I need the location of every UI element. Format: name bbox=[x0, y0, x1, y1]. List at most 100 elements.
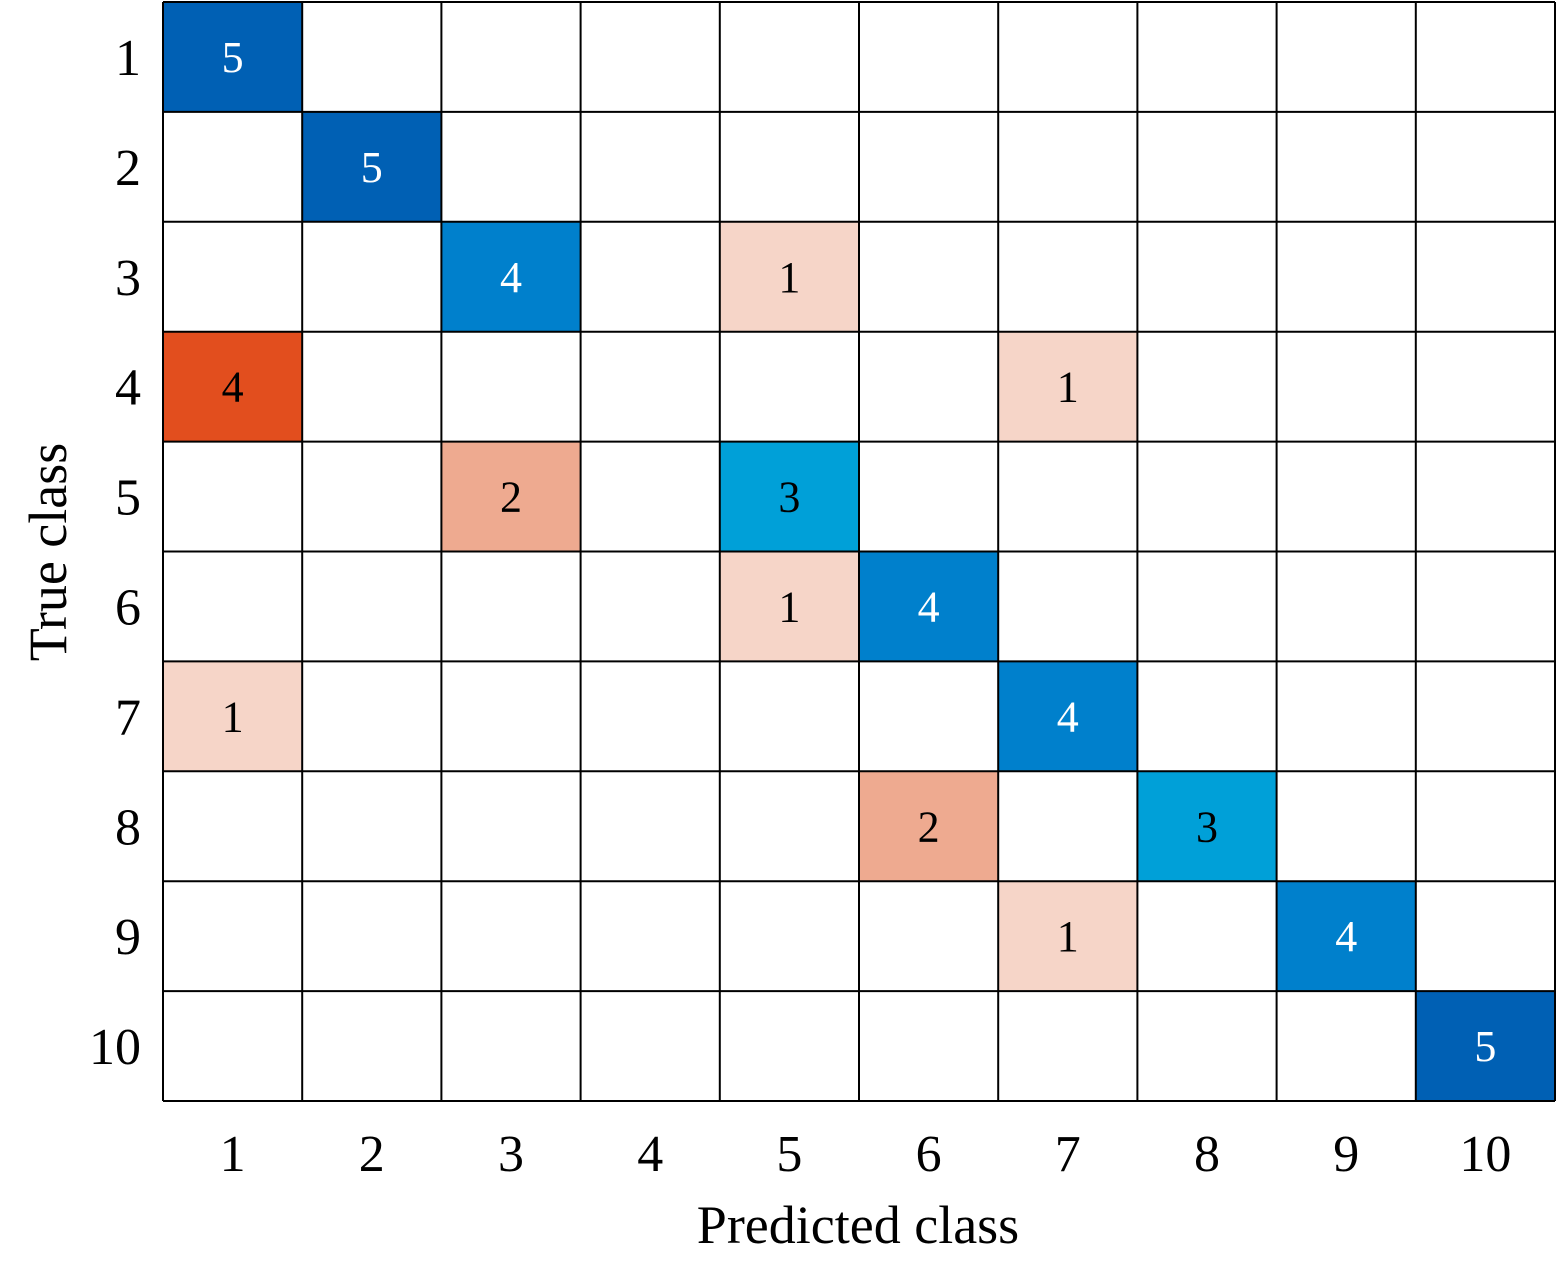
x-tick-label: 4 bbox=[637, 1126, 663, 1183]
matrix-cell-r2-c7 bbox=[998, 111, 1138, 222]
matrix-cell-r3-c10 bbox=[1415, 221, 1555, 332]
matrix-cell-r10-c10 bbox=[1415, 991, 1555, 1101]
matrix-cell-r2-c2 bbox=[302, 111, 442, 222]
matrix-cell-r8-c6 bbox=[859, 771, 999, 882]
matrix-cell-r6-c2 bbox=[302, 551, 442, 662]
matrix-cell-r9-c10 bbox=[1415, 881, 1555, 992]
y-tick-label: 10 bbox=[89, 1019, 141, 1076]
matrix-cell-r10-c9 bbox=[1276, 991, 1416, 1101]
matrix-cell-r3-c4 bbox=[580, 221, 720, 332]
matrix-cell-r5-c1 bbox=[163, 441, 303, 552]
cell-value-r1-c1: 5 bbox=[222, 33, 244, 82]
matrix-cell-r8-c9 bbox=[1276, 771, 1416, 882]
matrix-cell-r2-c1 bbox=[163, 111, 303, 222]
matrix-cell-r9-c9 bbox=[1276, 881, 1416, 992]
matrix-cell-r10-c5 bbox=[719, 991, 859, 1101]
cell-value-r7-c7: 4 bbox=[1057, 692, 1079, 741]
matrix-cell-r4-c8 bbox=[1137, 331, 1277, 442]
y-tick-label: 4 bbox=[115, 360, 141, 417]
matrix-cell-r7-c3 bbox=[441, 661, 581, 772]
matrix-cells bbox=[163, 2, 1555, 1101]
matrix-cell-r10-c6 bbox=[859, 991, 999, 1101]
matrix-cell-r6-c5 bbox=[719, 551, 859, 662]
matrix-cell-r4-c1 bbox=[163, 331, 303, 442]
matrix-cell-r10-c3 bbox=[441, 991, 581, 1101]
matrix-cell-r6-c9 bbox=[1276, 551, 1416, 662]
matrix-cell-r7-c7 bbox=[998, 661, 1138, 772]
matrix-cell-r3-c1 bbox=[163, 221, 303, 332]
matrix-cell-r4-c10 bbox=[1415, 331, 1555, 442]
matrix-cell-r8-c2 bbox=[302, 771, 442, 882]
matrix-cell-r4-c5 bbox=[719, 331, 859, 442]
matrix-cell-r1-c2 bbox=[302, 2, 442, 112]
cell-value-r5-c3: 2 bbox=[500, 473, 522, 522]
y-tick-label: 2 bbox=[115, 140, 141, 197]
matrix-cell-r3-c9 bbox=[1276, 221, 1416, 332]
matrix-cell-r6-c7 bbox=[998, 551, 1138, 662]
matrix-cell-r6-c4 bbox=[580, 551, 720, 662]
matrix-cell-r9-c7 bbox=[998, 881, 1138, 992]
matrix-cell-r5-c3 bbox=[441, 441, 581, 552]
matrix-cell-r6-c8 bbox=[1137, 551, 1277, 662]
y-tick-label: 7 bbox=[115, 689, 141, 746]
matrix-cell-r2-c9 bbox=[1276, 111, 1416, 222]
matrix-cell-r5-c8 bbox=[1137, 441, 1277, 552]
matrix-cell-r9-c8 bbox=[1137, 881, 1277, 992]
matrix-cell-r3-c8 bbox=[1137, 221, 1277, 332]
matrix-cell-r2-c4 bbox=[580, 111, 720, 222]
matrix-cell-r3-c2 bbox=[302, 221, 442, 332]
matrix-cell-r7-c1 bbox=[163, 661, 303, 772]
matrix-cell-r10-c2 bbox=[302, 991, 442, 1101]
x-tick-labels: 1 2 3 4 5 6 7 8 9 10 bbox=[220, 1126, 1512, 1183]
matrix-cell-r4-c7 bbox=[998, 331, 1138, 442]
y-tick-label: 8 bbox=[115, 799, 141, 856]
matrix-cell-r3-c7 bbox=[998, 221, 1138, 332]
matrix-cell-r6-c6 bbox=[859, 551, 999, 662]
x-tick-label: 5 bbox=[776, 1126, 802, 1183]
x-tick-label: 8 bbox=[1194, 1126, 1220, 1183]
matrix-cell-r4-c4 bbox=[580, 331, 720, 442]
matrix-cell-r7-c9 bbox=[1276, 661, 1416, 772]
matrix-cell-r5-c6 bbox=[859, 441, 999, 552]
cell-value-r9-c7: 1 bbox=[1057, 912, 1079, 961]
matrix-cell-r10-c1 bbox=[163, 991, 303, 1101]
matrix-cell-r7-c4 bbox=[580, 661, 720, 772]
matrix-cell-r5-c5 bbox=[719, 441, 859, 552]
matrix-cell-r4-c3 bbox=[441, 331, 581, 442]
x-tick-label: 3 bbox=[498, 1126, 524, 1183]
x-axis-label: Predicted class bbox=[697, 1195, 1019, 1255]
cell-value-r8-c6: 2 bbox=[918, 802, 940, 851]
cell-value-r6-c6: 4 bbox=[918, 582, 940, 631]
x-tick-label: 10 bbox=[1459, 1126, 1511, 1183]
matrix-cell-r2-c6 bbox=[859, 111, 999, 222]
cell-value-r4-c7: 1 bbox=[1057, 363, 1079, 412]
matrix-cell-r10-c7 bbox=[998, 991, 1138, 1101]
matrix-cell-r3-c6 bbox=[859, 221, 999, 332]
matrix-cell-r9-c5 bbox=[719, 881, 859, 992]
matrix-cell-r2-c5 bbox=[719, 111, 859, 222]
cell-value-r7-c1: 1 bbox=[222, 692, 244, 741]
cell-value-r4-c1: 4 bbox=[222, 363, 244, 412]
matrix-cell-r9-c6 bbox=[859, 881, 999, 992]
matrix-cell-r9-c1 bbox=[163, 881, 303, 992]
matrix-cell-r6-c1 bbox=[163, 551, 303, 662]
matrix-cell-r7-c2 bbox=[302, 661, 442, 772]
matrix-cell-r5-c9 bbox=[1276, 441, 1416, 552]
matrix-cell-r8-c5 bbox=[719, 771, 859, 882]
cell-value-r6-c5: 1 bbox=[778, 582, 800, 631]
matrix-cell-r2-c3 bbox=[441, 111, 581, 222]
y-tick-label: 5 bbox=[115, 470, 141, 527]
matrix-cell-r1-c4 bbox=[580, 2, 720, 112]
matrix-cell-r10-c8 bbox=[1137, 991, 1277, 1101]
matrix-cell-r5-c2 bbox=[302, 441, 442, 552]
y-tick-label: 6 bbox=[115, 579, 141, 636]
x-tick-label: 9 bbox=[1333, 1126, 1359, 1183]
matrix-cell-r5-c7 bbox=[998, 441, 1138, 552]
matrix-cell-r5-c4 bbox=[580, 441, 720, 552]
matrix-cell-r1-c7 bbox=[998, 2, 1138, 112]
matrix-cell-r1-c10 bbox=[1415, 2, 1555, 112]
matrix-cell-r8-c3 bbox=[441, 771, 581, 882]
cell-value-r3-c5: 1 bbox=[778, 253, 800, 302]
matrix-cell-r1-c3 bbox=[441, 2, 581, 112]
